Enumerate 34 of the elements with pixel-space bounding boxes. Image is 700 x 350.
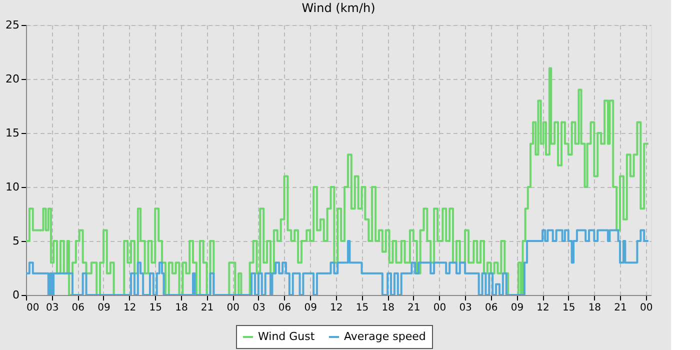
- legend-label: Wind Gust: [258, 330, 316, 343]
- chart-title: Wind (km/h): [302, 1, 376, 15]
- x-tick-label: 12: [330, 302, 343, 314]
- x-tick-label: 18: [175, 302, 188, 314]
- x-tick-label: 06: [278, 302, 292, 314]
- y-tick-label: 20: [6, 72, 20, 86]
- x-tick-label: 06: [72, 302, 85, 314]
- x-tick-label: 03: [46, 302, 59, 314]
- x-tick-label: 06: [485, 302, 498, 314]
- y-tick-label: 25: [6, 18, 20, 32]
- x-tick-label: 09: [98, 302, 110, 314]
- x-tick-label: 03: [252, 302, 266, 314]
- x-tick-label: 18: [588, 302, 602, 314]
- x-tick-label: 15: [356, 302, 369, 314]
- y-tick-label: 15: [6, 126, 20, 140]
- x-tick-label: 00: [433, 302, 446, 314]
- x-tick-label: 12: [123, 302, 136, 314]
- x-tick-label: 18: [382, 302, 394, 314]
- y-tick-label: 5: [12, 234, 20, 248]
- x-tick-label: 15: [149, 302, 162, 314]
- x-tick-label: 09: [510, 302, 524, 314]
- x-tick-label: 21: [408, 302, 420, 314]
- x-tick-label: 15: [562, 302, 576, 314]
- x-tick-label: 00: [26, 302, 40, 314]
- y-tick-label: 0: [12, 288, 20, 302]
- x-tick-label: 21: [614, 302, 627, 314]
- y-tick-label: 10: [6, 180, 20, 194]
- x-tick-label: 09: [304, 302, 317, 314]
- x-tick-label: 21: [200, 302, 214, 314]
- x-tick-label: 03: [459, 302, 472, 314]
- x-tick-label: 00: [226, 302, 240, 314]
- legend-label: Average speed: [344, 330, 426, 343]
- x-tick-label: 12: [536, 302, 550, 314]
- x-tick-label: 00: [640, 302, 653, 314]
